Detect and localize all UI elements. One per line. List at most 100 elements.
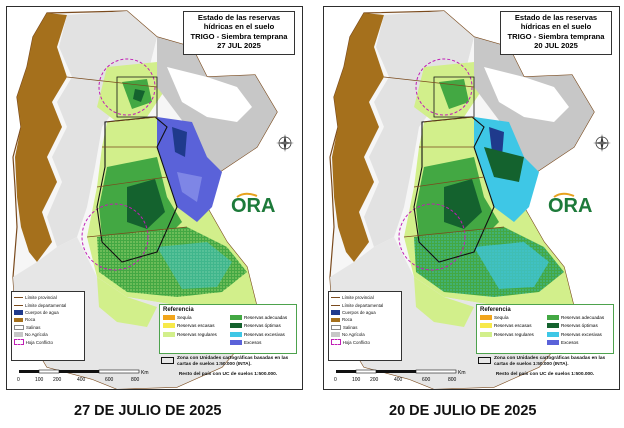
- salinas-swatch: [14, 324, 24, 330]
- ref-item: Excesos: [230, 339, 293, 346]
- legend-item: Roca: [331, 316, 399, 323]
- legend-label: Hoja Conflicto: [25, 339, 53, 345]
- ref-item: Reservas escasas: [163, 322, 226, 329]
- ref-item: Reservas adecuadas: [230, 314, 293, 321]
- ref-item: Reservas escasas: [480, 322, 543, 329]
- scale-tick: 800: [448, 377, 457, 383]
- ref-item: Sequía: [163, 314, 226, 321]
- referencia-title: Referencia: [480, 307, 511, 313]
- rock-swatch: [331, 317, 340, 323]
- ora-logo: ORA: [229, 191, 283, 219]
- escasas-swatch: [480, 323, 492, 329]
- scale-tick: 600: [422, 377, 431, 383]
- map-panel-left: Estado de las reservas hídricas en el su…: [6, 6, 303, 390]
- legend-label: Salinas: [343, 324, 358, 330]
- referencia-title: Referencia: [163, 307, 194, 313]
- ref-item: Excesos: [547, 339, 610, 346]
- sequia-swatch: [163, 315, 175, 320]
- department-line-swatch: [331, 304, 340, 306]
- caption-left: 27 DE JULIO DE 2025: [74, 403, 222, 419]
- ref-item: Reservas adecuadas: [547, 314, 610, 321]
- legend-label: No Agrícola: [25, 332, 48, 338]
- referencia-box: Referencia Sequía Reservas adecuadas Res…: [476, 304, 614, 354]
- scale-tick: 400: [394, 377, 403, 383]
- ref-label: Reservas escasas: [494, 323, 532, 329]
- legend-item: Salinas: [14, 324, 82, 331]
- excesos-swatch: [230, 339, 242, 345]
- legend-left: Límite provincial Límite departamental C…: [11, 291, 85, 361]
- ref-label: Reservas excesivas: [561, 331, 602, 337]
- map-title-box: Estado de las reservas hídricas en el su…: [183, 11, 295, 55]
- excesivas-swatch: [230, 331, 242, 337]
- legend-item: Hoja Conflicto: [14, 338, 82, 345]
- compass-icon: [593, 134, 611, 152]
- zona-swatch: [161, 357, 174, 364]
- scale-tick: 800: [131, 377, 140, 383]
- ora-logo-text: ORA: [548, 195, 592, 217]
- ref-label: Reservas óptimas: [244, 323, 281, 329]
- ref-item: Reservas excesivas: [230, 331, 293, 338]
- zona-label: Zona con Unidades cartográficas basadas …: [494, 356, 606, 367]
- scale-tick: 600: [105, 377, 114, 383]
- ref-label: Reservas escasas: [177, 323, 215, 329]
- title-date: 20 JUL 2025: [534, 41, 578, 51]
- resto-label: Resto del país con UC de suelos 1:500.00…: [495, 371, 595, 377]
- escasas-swatch: [163, 323, 175, 329]
- zona-row: Zona con Unidades cartográficas basadas …: [161, 356, 295, 368]
- title-line-2: hídricas en el suelo: [203, 22, 275, 32]
- legend-label: Límite departamental: [342, 302, 384, 308]
- andes-rock: [332, 13, 384, 262]
- zona-label: Zona con Unidades cartográficas basadas …: [177, 356, 289, 367]
- legend-item: Límite departamental: [14, 301, 82, 308]
- legend-label: Límite provincial: [25, 295, 57, 301]
- legend-item: Roca: [14, 316, 82, 323]
- ref-label: Sequía: [494, 315, 509, 320]
- regulares-swatch: [163, 331, 175, 337]
- regulares-swatch: [480, 331, 492, 337]
- scale-unit: Km: [458, 370, 466, 376]
- conflict-swatch: [331, 339, 341, 345]
- non-agricultural-swatch: [331, 332, 340, 337]
- ora-logo-text: ORA: [231, 195, 275, 217]
- provincial-line-swatch: [14, 297, 23, 299]
- title-line-3: TRIGO - Siembra temprana: [190, 31, 288, 41]
- legend-item: Límite provincial: [14, 294, 82, 301]
- non-agricultural-swatch: [14, 332, 23, 337]
- legend-item: No Agrícola: [331, 331, 399, 338]
- department-line-swatch: [14, 304, 23, 306]
- ref-label: Reservas óptimas: [561, 323, 598, 329]
- excesos-swatch: [547, 339, 559, 345]
- adecuadas-swatch: [230, 315, 242, 320]
- title-line-3: TRIGO - Siembra temprana: [507, 31, 605, 41]
- legend-item: Cuerpos de agua: [331, 309, 399, 316]
- legend-item: Límite provincial: [331, 294, 399, 301]
- legend-label: Hoja Conflicto: [342, 339, 370, 345]
- scale-bar: 0 100 200 400 600 800 Km: [334, 369, 466, 383]
- legend-item: No Agrícola: [14, 331, 82, 338]
- scale-tick: 400: [77, 377, 86, 383]
- sequia-swatch: [480, 315, 492, 320]
- andes-rock: [15, 13, 67, 262]
- adecuadas-swatch: [547, 315, 559, 320]
- title-line-1: Estado de las reservas: [514, 13, 598, 22]
- scale-tick: 0: [334, 377, 337, 383]
- legend-item: Hoja Conflicto: [331, 338, 399, 345]
- title-date: 27 JUL 2025: [217, 41, 261, 51]
- scale-bar: 0 100 200 400 600 800 Km: [17, 369, 149, 383]
- zona-box: Zona con Unidades cartográficas basadas …: [476, 355, 614, 385]
- referencia-grid: Sequía Reservas adecuadas Reservas escas…: [163, 314, 293, 346]
- referencia-box: Referencia Sequía Reservas adecuadas Res…: [159, 304, 297, 354]
- legend-label: Cuerpos de agua: [342, 309, 376, 315]
- scale-tick: 200: [370, 377, 379, 383]
- ref-item: Reservas excesivas: [547, 331, 610, 338]
- map-panel-right: Estado de las reservas hídricas en el su…: [323, 6, 620, 390]
- legend-label: Roca: [342, 317, 353, 323]
- water-swatch: [331, 310, 340, 315]
- scale-tick: 200: [53, 377, 62, 383]
- referencia-grid: Sequía Reservas adecuadas Reservas escas…: [480, 314, 610, 346]
- ora-logo: ORA: [546, 191, 600, 219]
- conflict-swatch: [14, 339, 24, 345]
- zona-row: Zona con Unidades cartográficas basadas …: [478, 356, 612, 368]
- caption-right: 20 DE JULIO DE 2025: [389, 403, 537, 419]
- ref-label: Excesos: [244, 339, 262, 345]
